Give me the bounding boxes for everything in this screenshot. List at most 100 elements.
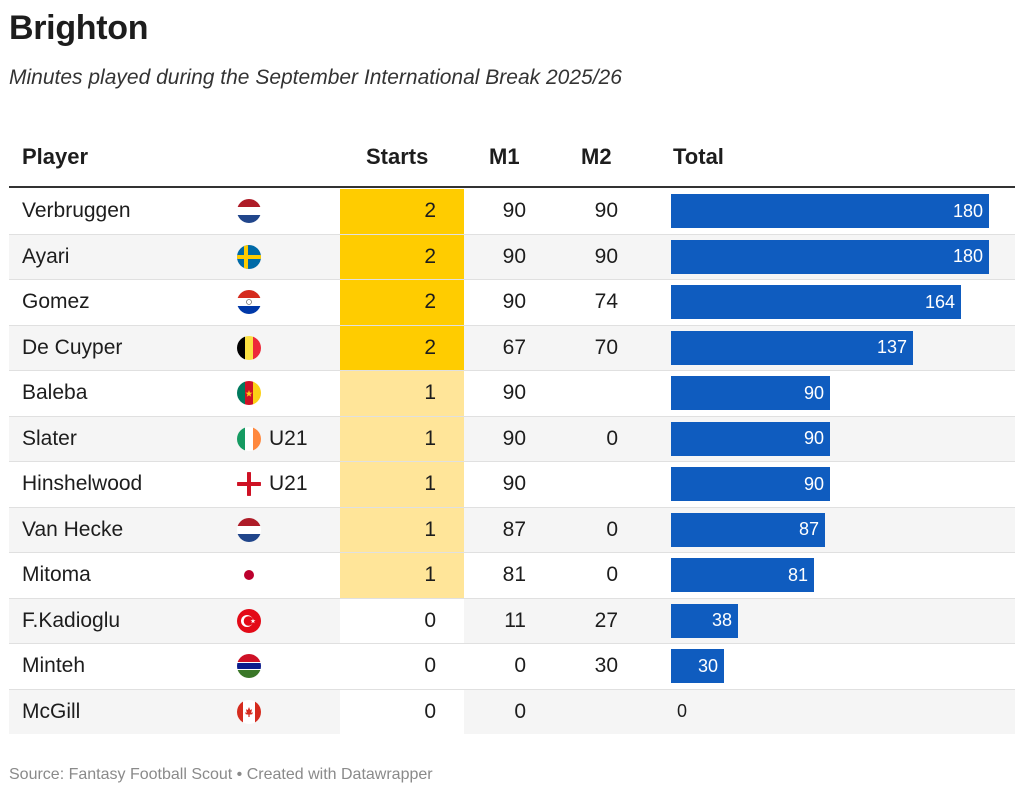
- netherlands-flag-icon: [237, 508, 261, 553]
- m1-minutes: 90: [502, 381, 526, 405]
- player-name: Gomez: [22, 290, 90, 314]
- player-name: Minteh: [22, 654, 86, 678]
- m1-minutes: 11: [504, 608, 526, 632]
- table-row: McGill 0 0 0: [9, 689, 1015, 735]
- header-player: Player: [22, 144, 89, 169]
- total-bar: 90: [671, 421, 830, 456]
- total-bar: 164: [671, 285, 961, 319]
- m2-minutes: 0: [606, 426, 618, 450]
- m1-minutes: 87: [502, 517, 526, 541]
- total-bar: 90: [671, 467, 830, 501]
- starts-value: 0: [340, 689, 464, 734]
- table-row: Minteh 0 0 30 30: [9, 644, 1015, 690]
- u21-tag: U21: [269, 426, 308, 450]
- m1-minutes: 0: [514, 699, 526, 723]
- m1-minutes: 0: [514, 654, 526, 678]
- table-row: Van Hecke 1 87 0 87: [9, 507, 1015, 553]
- total-cell: 81: [671, 553, 991, 598]
- chart-subtitle: Minutes played during the September Inte…: [9, 66, 622, 89]
- total-cell: 87: [671, 508, 991, 553]
- m1-minutes: 90: [502, 426, 526, 450]
- starts-value: 1: [340, 462, 464, 507]
- player-name: F.Kadioglu: [22, 608, 121, 632]
- chart-title: Brighton: [9, 9, 149, 47]
- m2-minutes: 30: [594, 654, 618, 678]
- m2-minutes: 74: [594, 290, 618, 314]
- england-flag-icon: [237, 462, 261, 507]
- table-row: Mitoma 1 81 0 81: [9, 553, 1015, 599]
- total-cell: 180: [671, 189, 991, 234]
- cameroon-flag-icon: [237, 371, 261, 416]
- starts-value: 1: [340, 507, 464, 552]
- total-cell: 38: [671, 599, 991, 644]
- starts-value: 2: [340, 189, 464, 234]
- table-row: Hinshelwood U21 1 90 90: [9, 462, 1015, 508]
- m2-minutes: 90: [594, 199, 618, 223]
- header-starts: Starts: [366, 144, 429, 169]
- m2-minutes: 27: [594, 608, 618, 632]
- starts-value: 1: [340, 553, 464, 598]
- player-name: De Cuyper: [22, 335, 123, 359]
- player-name: Mitoma: [22, 563, 91, 587]
- total-cell: 180: [671, 235, 991, 280]
- ireland-flag-icon: [237, 417, 261, 462]
- u21-tag: U21: [269, 472, 308, 496]
- player-name: McGill: [22, 699, 81, 723]
- turkey-flag-icon: [237, 599, 261, 644]
- m1-minutes: 90: [502, 244, 526, 268]
- total-bar: 87: [671, 512, 825, 547]
- source-footer: Source: Fantasy Football Scout • Created…: [9, 766, 433, 783]
- total-cell: 0: [671, 690, 991, 735]
- total-bar: 180: [671, 194, 989, 228]
- total-cell: 90: [671, 371, 991, 416]
- paraguay-flag-icon: [237, 280, 261, 325]
- total-bar: 30: [671, 649, 724, 683]
- m2-minutes: [554, 371, 618, 416]
- japan-flag-icon: [237, 553, 261, 598]
- m2-minutes: 0: [606, 563, 618, 587]
- total-cell: 30: [671, 644, 991, 689]
- m2-minutes: 70: [594, 335, 618, 359]
- total-bar: 81: [671, 558, 814, 592]
- table-body: Verbruggen 2 90 90 180 Ayari 2 90 90 180 Gomez 2 90 7…: [9, 189, 1015, 734]
- total-bar: 180: [671, 239, 989, 274]
- player-name: Van Hecke: [22, 517, 124, 541]
- total-bar: 38: [671, 603, 738, 638]
- m1-minutes: 90: [502, 472, 526, 496]
- table-row: Gomez 2 90 74 164: [9, 280, 1015, 326]
- belgium-flag-icon: [237, 326, 261, 371]
- table-row: Verbruggen 2 90 90 180: [9, 189, 1015, 235]
- sweden-flag-icon: [237, 235, 261, 280]
- m1-minutes: 90: [502, 199, 526, 223]
- table-row: Slater U21 1 90 0 90: [9, 416, 1015, 462]
- player-name: Slater: [22, 426, 77, 450]
- header-m2: M2: [581, 144, 612, 169]
- canada-flag-icon: [237, 690, 261, 735]
- m2-minutes: [554, 462, 618, 507]
- total-cell: 90: [671, 462, 991, 507]
- starts-value: 2: [340, 325, 464, 370]
- total-bar: 90: [671, 376, 830, 410]
- gambia-flag-icon: [237, 644, 261, 689]
- total-label: 0: [677, 701, 688, 722]
- netherlands-flag-icon: [237, 189, 261, 234]
- total-cell: 90: [671, 417, 991, 462]
- starts-value: 2: [340, 234, 464, 279]
- m2-minutes: [554, 690, 618, 735]
- player-name: Ayari: [22, 244, 70, 268]
- table-row: Ayari 2 90 90 180: [9, 234, 1015, 280]
- starts-value: 0: [340, 598, 464, 643]
- m2-minutes: 90: [594, 244, 618, 268]
- header-total: Total: [673, 144, 724, 169]
- starts-value: 1: [340, 416, 464, 461]
- total-cell: 164: [671, 280, 991, 325]
- m1-minutes: 90: [502, 290, 526, 314]
- m1-minutes: 81: [502, 563, 526, 587]
- header-m1: M1: [489, 144, 520, 169]
- starts-value: 0: [340, 644, 464, 689]
- starts-value: 1: [340, 371, 464, 416]
- table-row: F.Kadioglu 0 11 27 38: [9, 598, 1015, 644]
- starts-value: 2: [340, 280, 464, 325]
- player-name: Verbruggen: [22, 199, 131, 223]
- player-name: Hinshelwood: [22, 472, 143, 496]
